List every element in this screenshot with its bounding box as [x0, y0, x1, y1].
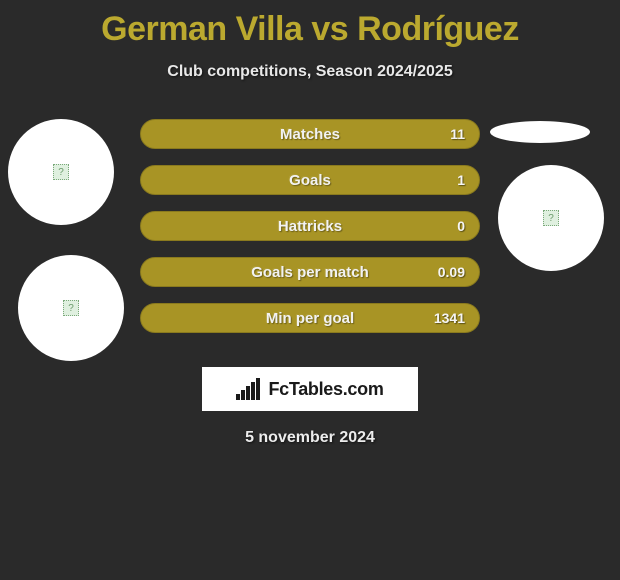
- ellipse-right: [490, 121, 590, 143]
- stat-value: 11: [450, 126, 465, 142]
- stat-pill: Goals 1: [140, 165, 480, 195]
- stat-label: Hattricks: [278, 218, 342, 235]
- stat-pill: Hattricks 0: [140, 211, 480, 241]
- stat-label: Goals per match: [251, 264, 369, 281]
- footer-date: 5 november 2024: [0, 429, 620, 447]
- page-title: German Villa vs Rodríguez: [0, 0, 620, 49]
- stat-label: Min per goal: [266, 310, 354, 327]
- stat-pill: Matches 11: [140, 119, 480, 149]
- stat-label: Matches: [280, 126, 340, 143]
- broken-image-icon: ?: [53, 164, 69, 180]
- brand-bars-icon: [236, 378, 262, 400]
- broken-image-icon: ?: [543, 210, 559, 226]
- stat-pill-stack: Matches 11 Goals 1 Hattricks 0 Goals per match…: [140, 119, 480, 349]
- stat-label: Goals: [289, 172, 331, 189]
- stat-value: 1: [457, 172, 465, 188]
- stat-pill: Min per goal 1341: [140, 303, 480, 333]
- stat-value: 0: [457, 218, 465, 234]
- broken-image-icon: ?: [63, 300, 79, 316]
- page-subtitle: Club competitions, Season 2024/2025: [0, 63, 620, 81]
- avatar-left-bottom: ?: [18, 255, 124, 361]
- avatar-left-top: ?: [8, 119, 114, 225]
- brand-text: FcTables.com: [268, 379, 383, 400]
- brand-box: FcTables.com: [202, 367, 418, 411]
- avatar-right: ?: [498, 165, 604, 271]
- stat-value: 0.09: [438, 264, 465, 280]
- stat-pill: Goals per match 0.09: [140, 257, 480, 287]
- stats-area: ? ? ? Matches 11 Goals 1 Hattricks 0 Goals per…: [0, 119, 620, 349]
- stat-value: 1341: [434, 310, 465, 326]
